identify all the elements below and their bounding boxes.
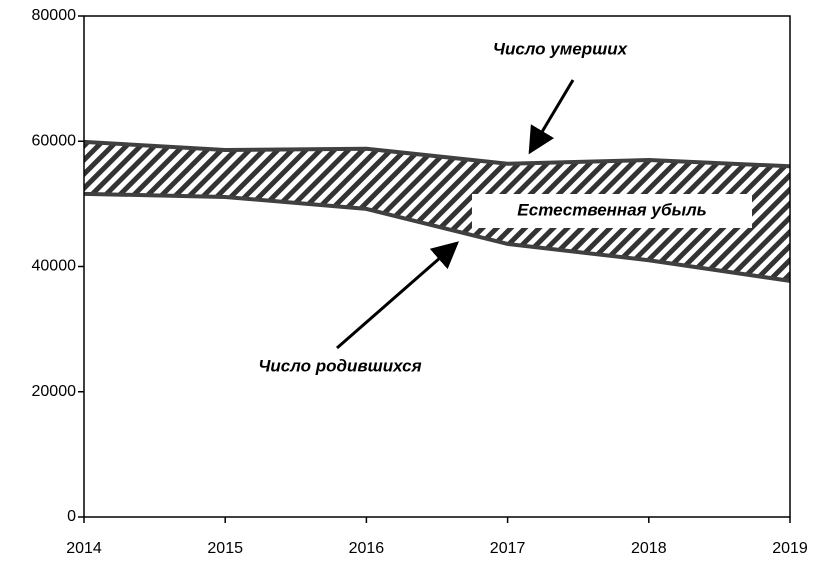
y-tick-label: 60000 (32, 132, 77, 149)
annotation: Естественная убыль (517, 200, 707, 219)
x-tick-label: 2014 (66, 540, 102, 557)
x-tick-label: 2017 (490, 540, 526, 557)
x-tick-label: 2016 (349, 540, 385, 557)
y-tick-label: 0 (67, 508, 76, 525)
hatched-area (84, 141, 790, 281)
y-tick-label: 80000 (32, 7, 77, 24)
x-tick-label: 2015 (207, 540, 243, 557)
annotation: Число родившихся (258, 356, 421, 375)
x-tick-label: 2018 (631, 540, 667, 557)
arrow (336, 241, 460, 350)
series-line (83, 139, 791, 169)
arrow (528, 79, 575, 155)
annotation-bg (472, 194, 752, 228)
series-line (83, 191, 791, 283)
y-tick-label: 20000 (32, 383, 77, 400)
y-tick-label: 40000 (32, 258, 77, 275)
annotation: Число умерших (493, 39, 629, 58)
x-tick-label: 2019 (772, 540, 808, 557)
